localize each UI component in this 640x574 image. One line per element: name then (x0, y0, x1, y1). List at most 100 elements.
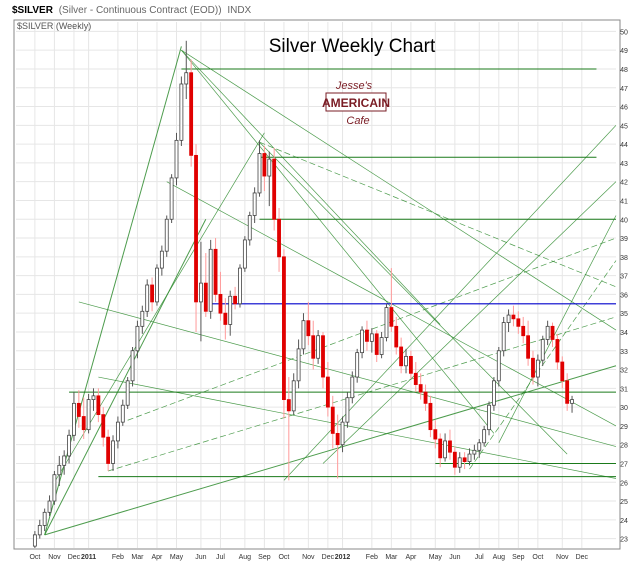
candle-body (369, 333, 374, 342)
x-tick-label: Jun (449, 554, 460, 561)
candle-body (374, 333, 379, 355)
y-tick-label: 29 (620, 424, 628, 431)
logo-line2: AMERICAIN (322, 96, 390, 110)
candle-body (179, 83, 184, 141)
candle-body (570, 399, 574, 404)
y-tick-label: 47 (620, 86, 628, 93)
candle-body (413, 372, 418, 385)
x-tick-label: Mar (131, 554, 144, 561)
candle-body (433, 429, 438, 440)
candle-body (306, 320, 311, 337)
chart-title: Silver Weekly Chart (269, 36, 436, 57)
x-tick-label: Nov (556, 554, 569, 561)
candle-body (399, 346, 404, 367)
candle-body (511, 314, 516, 320)
x-tick-label: Feb (112, 554, 124, 561)
candle-body (189, 72, 194, 156)
logo-line1: Jesse's (335, 80, 373, 92)
y-tick-label: 48 (620, 67, 628, 74)
candle-body (501, 322, 506, 352)
x-tick-label: Oct (29, 554, 40, 561)
y-tick-label: 28 (620, 443, 628, 450)
y-tick-label: 45 (620, 123, 628, 130)
candle-body (560, 361, 565, 382)
candle-body (262, 153, 267, 177)
x-tick-label: Jun (195, 554, 206, 561)
grid-layer (16, 22, 616, 548)
trend-line (259, 141, 617, 288)
x-tick-label: Oct (278, 554, 289, 561)
candle-body (448, 440, 452, 453)
y-tick-label: 34 (620, 330, 628, 337)
y-tick-label: 27 (620, 461, 628, 468)
candle-body (252, 192, 257, 216)
candle-body (428, 402, 433, 431)
candle-body (115, 421, 120, 442)
candle-body (340, 421, 345, 446)
candle-body (101, 414, 106, 438)
candle-body (555, 339, 560, 363)
candle-body (472, 449, 477, 455)
x-tick-label: Nov (48, 554, 61, 561)
candle-body (242, 239, 247, 269)
candle-body (482, 429, 487, 444)
candle-body (492, 380, 496, 406)
y-tick-label: 24 (620, 518, 628, 525)
candle-body (408, 355, 413, 374)
candle-body (335, 433, 340, 446)
candle-body (135, 325, 140, 352)
candle-body (76, 402, 81, 417)
candlestick-layer (32, 40, 574, 548)
candle-body (291, 380, 296, 412)
trend-line (108, 316, 617, 472)
legend-entry: $SILVER (Weekly) (17, 21, 91, 31)
candle-body (199, 282, 203, 303)
candle-body (169, 177, 174, 220)
y-tick-label: 44 (620, 142, 628, 149)
x-tick-label: Nov (302, 554, 315, 561)
candle-body (316, 335, 321, 359)
y-tick-label: 23 (620, 537, 628, 544)
candle-body (272, 158, 277, 220)
candle-body (360, 329, 364, 354)
candle-body (247, 215, 252, 241)
candle-body (311, 335, 316, 359)
candle-body (145, 284, 150, 312)
x-tick-label: Jul (216, 554, 225, 561)
trend-line (181, 49, 617, 331)
candle-body (203, 282, 208, 312)
candle-body (462, 457, 467, 462)
y-tick-label: 40 (620, 217, 628, 224)
candle-body (86, 399, 91, 431)
candle-body (47, 500, 52, 513)
candle-body (365, 329, 369, 342)
x-tick-label: 2012 (335, 554, 351, 561)
candle-body (457, 457, 462, 468)
logo-line3: Cafe (346, 115, 369, 127)
candle-body (223, 312, 228, 325)
trend-line (98, 376, 617, 479)
candle-body (150, 284, 154, 303)
candle-body (355, 352, 360, 378)
candle-body (521, 325, 526, 337)
x-tick-label: Apr (152, 554, 164, 561)
candle-body (535, 359, 540, 378)
candle-body (389, 307, 394, 327)
candle-body (72, 402, 76, 436)
trend-line (283, 125, 617, 481)
x-tick-label: Dec (322, 554, 335, 561)
candle-body (228, 295, 233, 325)
trend-line (181, 49, 495, 434)
candle-body (52, 474, 57, 502)
candle-body (42, 511, 47, 526)
candle-body (194, 154, 198, 303)
x-tick-label: May (429, 554, 443, 561)
candle-body (106, 436, 111, 464)
trend-line (181, 49, 441, 325)
candle-body (301, 320, 306, 350)
x-tick-label: Jul (475, 554, 484, 561)
candle-body (277, 218, 281, 258)
x-tick-label: Sep (258, 554, 271, 561)
